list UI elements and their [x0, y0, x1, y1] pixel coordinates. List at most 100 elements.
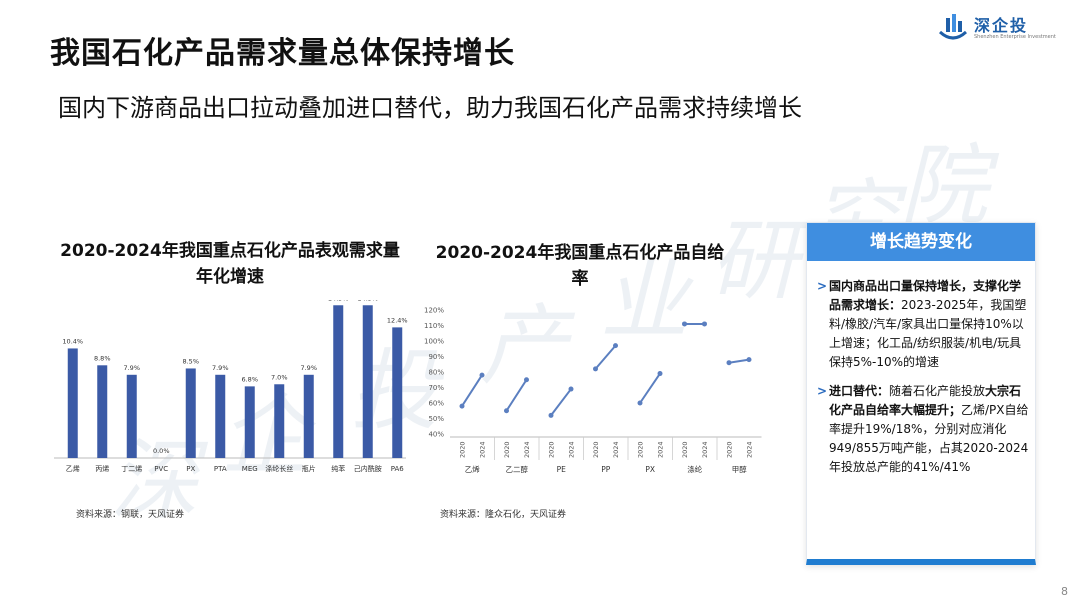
x-year-label: 2024	[479, 441, 487, 458]
import-heading: 进口替代：	[829, 384, 890, 398]
bar	[215, 374, 226, 458]
y-tick-label: 70%	[428, 384, 444, 392]
y-tick-label: 120%	[424, 307, 444, 315]
x-year-label: 2024	[612, 441, 620, 458]
data-point	[702, 321, 707, 327]
series-line	[550, 388, 572, 417]
x-year-label: 2024	[568, 441, 576, 458]
y-tick-label: 80%	[428, 369, 444, 377]
bar-category-label: 乙烯	[66, 464, 80, 473]
bar	[303, 374, 314, 458]
bar-data-label: 10.4%	[62, 337, 83, 345]
y-tick-label: 40%	[428, 431, 444, 439]
x-category-label: PP	[601, 465, 611, 474]
bar-data-label: 7.0%	[271, 373, 288, 381]
data-point	[682, 321, 687, 327]
x-year-label: 2024	[746, 441, 754, 458]
bar	[185, 368, 196, 458]
logo-name: 深企投	[974, 16, 1029, 35]
chevron-right-icon: >	[817, 384, 828, 398]
panel-body: > 国内商品出口量保持增长，支撑化学品需求增长：2023-2025年，我国塑料/…	[817, 277, 1029, 487]
x-year-label: 2020	[592, 441, 600, 458]
bar-data-label: 7.9%	[300, 364, 317, 372]
page-title: 我国石化产品需求量总体保持增长	[50, 36, 515, 71]
data-point	[479, 372, 485, 378]
data-point	[637, 400, 643, 406]
y-tick-label: 110%	[424, 322, 444, 330]
data-point	[593, 366, 598, 372]
bar-category-label: 瓶片	[302, 464, 316, 473]
bar-category-label: 涤纶长丝	[265, 464, 293, 473]
x-year-label: 2020	[681, 441, 689, 458]
import-text-2: 乙烯/PX自给率提升19%/18%，分别对应消化949/855万吨产能，占其20…	[829, 403, 1029, 474]
x-year-label: 2024	[657, 441, 665, 458]
series-line	[505, 379, 528, 412]
x-year-label: 2020	[503, 441, 511, 458]
x-category-label: 涤纶	[687, 464, 702, 474]
data-point	[459, 403, 465, 409]
x-category-label: 乙烯	[465, 464, 480, 474]
bar-category-label: PVC	[154, 465, 168, 473]
y-tick-label: 100%	[424, 338, 444, 346]
x-year-label: 2024	[523, 441, 531, 458]
x-year-label: 2020	[548, 441, 556, 458]
bar-data-label: 8.8%	[94, 354, 111, 362]
data-point	[524, 377, 529, 383]
import-highlight: 大宗石化产品自给率大幅提升；	[829, 384, 1022, 417]
line-chart-title: 2020-2024年我国重点石化产品自给率	[435, 243, 725, 289]
panel-header: 增长趋势变化	[807, 223, 1035, 261]
bar-category-label: MEG	[242, 465, 258, 473]
series-line	[639, 372, 661, 404]
import-text-1: 随着石化产能投放	[889, 384, 986, 398]
x-category-label: 乙二醇	[506, 464, 529, 474]
bar	[274, 384, 285, 458]
export-heading: 国内商品出口量保持增长，支撑化学品需求增长：	[829, 279, 1022, 312]
bar	[97, 365, 108, 458]
bar	[392, 327, 403, 458]
data-point	[746, 357, 752, 363]
logo-tagline: Shenzhen Enterprise Investment	[974, 34, 1056, 40]
bar-chart-source: 资料来源：钢联，天风证券	[76, 510, 185, 520]
bar	[244, 386, 255, 458]
page-number: 8	[1061, 585, 1068, 598]
y-tick-label: 90%	[428, 353, 444, 361]
x-year-label: 2020	[637, 441, 645, 458]
chevron-right-icon: >	[817, 279, 828, 293]
data-point	[726, 360, 732, 366]
x-year-label: 2020	[726, 441, 734, 458]
page-subtitle: 国内下游商品出口拉动叠加进口替代，助力我国石化产品需求持续增长	[58, 94, 802, 122]
bar-chart: 10.4% 乙烯 8.8% 丙烯 7.9% 丁二烯 0.0% PVC 8.5% PX 7.9% PTA…	[54, 300, 408, 473]
bar-data-label: 8.5%	[182, 357, 199, 365]
x-year-label: 2020	[459, 441, 467, 458]
bar-category-label: PA6	[391, 465, 405, 473]
export-text: 2023-2025年，我国塑料/橡胶/汽车/家具出口量保持10%以上增速；化工品…	[829, 298, 1027, 369]
bar	[126, 374, 137, 458]
data-point	[548, 412, 554, 418]
series-line	[594, 344, 617, 370]
line-chart-source: 资料来源：隆众石化，天风证券	[440, 510, 567, 520]
bar-data-label: 0.0%	[153, 447, 170, 455]
line-chart: 40% 50% 60% 70% 80% 90% 100% 110% 120% 2020 2024 乙烯…	[424, 307, 762, 474]
y-tick-label: 60%	[428, 400, 444, 408]
bar-data-label: 12.4%	[387, 316, 408, 324]
data-point	[613, 343, 618, 349]
data-point	[568, 386, 574, 392]
paragraph-export: > 国内商品出口量保持增长，支撑化学品需求增长：2023-2025年，我国塑料/…	[817, 277, 1029, 372]
trend-panel: 增长趋势变化 > 国内商品出口量保持增长，支撑化学品需求增长：2023-2025…	[806, 222, 1036, 565]
bar-chart-title: 2020-2024年我国重点石化产品表观需求量年化增速	[60, 241, 400, 287]
bar-category-label: PTA	[214, 465, 227, 473]
series-line	[728, 358, 750, 364]
bar	[67, 348, 78, 458]
y-tick-label: 50%	[428, 415, 444, 423]
x-category-label: 甲醇	[732, 464, 747, 474]
bar	[362, 305, 373, 458]
series-line	[461, 374, 483, 407]
bar-category-label: 丙烯	[95, 464, 109, 473]
company-logo: 深企投 Shenzhen Enterprise Investment	[936, 10, 1076, 46]
bar-category-label: PX	[186, 465, 195, 473]
bar	[333, 305, 344, 458]
logo-mark-icon	[938, 14, 968, 40]
bar-data-label: 14.5%	[328, 300, 349, 302]
paragraph-import: > 进口替代：随着石化产能投放大宗石化产品自给率大幅提升；乙烯/PX自给率提升1…	[817, 382, 1029, 477]
bar-data-label: 6.8%	[241, 375, 258, 383]
